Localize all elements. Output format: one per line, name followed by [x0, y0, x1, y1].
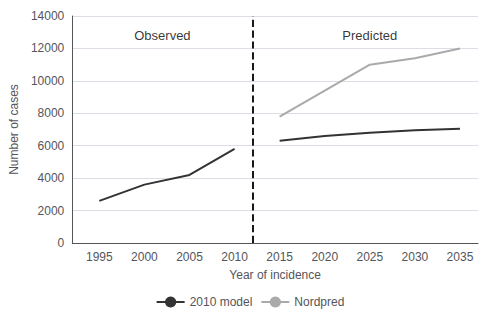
svg-text:2000: 2000: [38, 204, 65, 218]
svg-text:4000: 4000: [38, 171, 65, 185]
svg-text:Number of cases: Number of cases: [7, 84, 21, 175]
svg-text:2025: 2025: [356, 250, 383, 264]
svg-text:2000: 2000: [131, 250, 158, 264]
svg-text:0: 0: [58, 236, 65, 250]
svg-text:10000: 10000: [31, 74, 65, 88]
svg-text:Predicted: Predicted: [342, 28, 397, 43]
svg-text:12000: 12000: [31, 41, 65, 55]
svg-text:2005: 2005: [176, 250, 203, 264]
svg-text:2030: 2030: [402, 250, 429, 264]
svg-text:Year of incidence: Year of incidence: [229, 268, 321, 282]
svg-text:8000: 8000: [38, 106, 65, 120]
svg-text:Nordpred: Nordpred: [294, 295, 344, 309]
svg-text:2035: 2035: [447, 250, 474, 264]
svg-text:2010 model: 2010 model: [190, 295, 253, 309]
svg-text:2010: 2010: [221, 250, 248, 264]
svg-text:Observed: Observed: [134, 28, 190, 43]
svg-text:1995: 1995: [86, 250, 113, 264]
svg-text:6000: 6000: [38, 139, 65, 153]
svg-text:14000: 14000: [31, 9, 65, 23]
svg-text:2020: 2020: [311, 250, 338, 264]
svg-text:2015: 2015: [266, 250, 293, 264]
